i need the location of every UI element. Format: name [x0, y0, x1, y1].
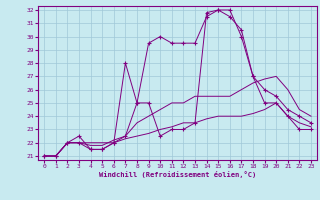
X-axis label: Windchill (Refroidissement éolien,°C): Windchill (Refroidissement éolien,°C)	[99, 171, 256, 178]
